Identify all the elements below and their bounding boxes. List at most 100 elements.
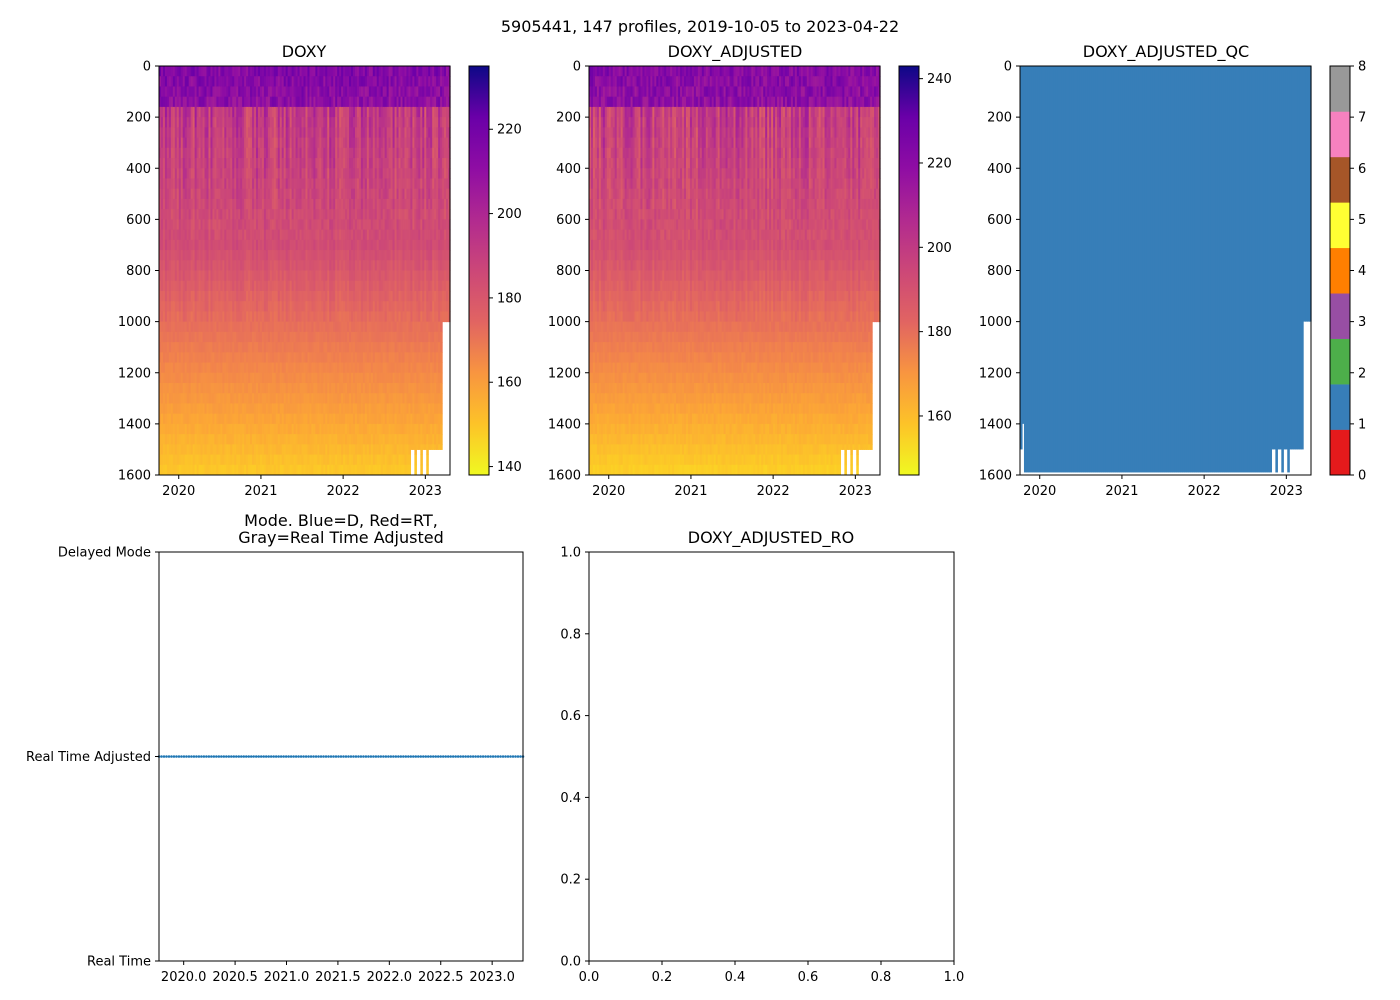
heatmap-cell <box>384 147 388 159</box>
heatmap-cell <box>267 454 271 466</box>
heatmap-cell <box>172 188 176 200</box>
heatmap-cell <box>374 250 378 261</box>
heatmap-cell <box>333 290 336 302</box>
heatmap-cell <box>188 382 192 394</box>
heatmap-cell <box>190 382 194 394</box>
heatmap-cell <box>160 117 164 128</box>
heatmap-cell <box>400 127 404 139</box>
heatmap-cell <box>190 331 194 343</box>
heatmap-cell <box>382 382 386 394</box>
heatmap-cell <box>356 352 360 364</box>
heatmap-cell <box>208 464 212 476</box>
heatmap-cell <box>277 444 281 456</box>
heatmap-cell <box>220 106 223 118</box>
heatmap-cell <box>313 76 316 87</box>
heatmap-cell <box>224 403 227 415</box>
heatmap-cell <box>376 413 380 425</box>
heatmap-cell <box>321 198 324 210</box>
heatmap-cell <box>208 198 212 210</box>
heatmap-cell <box>220 158 223 169</box>
heatmap-cell <box>263 301 267 312</box>
heatmap-cell <box>392 86 396 98</box>
heatmap-cell <box>386 209 390 220</box>
heatmap-cell <box>325 76 328 87</box>
heatmap-cell <box>400 239 404 251</box>
heatmap-cell <box>386 290 390 302</box>
heatmap-cell <box>394 178 398 190</box>
heatmap-cell <box>384 198 388 210</box>
heatmap-cell <box>374 321 378 333</box>
heatmap-cell <box>234 198 237 210</box>
heatmap-cell <box>329 239 332 251</box>
heatmap-cell <box>386 454 390 466</box>
heatmap-cell <box>337 372 340 384</box>
heatmap-cell <box>307 352 311 364</box>
heatmap-cell <box>362 331 366 343</box>
heatmap-cell <box>273 229 277 241</box>
heatmap-cell <box>214 198 218 210</box>
heatmap-cell <box>257 280 261 292</box>
heatmap-cell <box>214 403 218 415</box>
heatmap-cell <box>307 342 311 353</box>
heatmap-cell <box>281 403 285 415</box>
heatmap-cell <box>281 321 285 333</box>
heatmap-cell <box>256 393 259 404</box>
heatmap-cell <box>166 413 170 425</box>
heatmap-cell <box>376 290 380 302</box>
heatmap-cell <box>202 229 206 241</box>
heatmap-cell <box>234 270 237 282</box>
heatmap-cell <box>309 229 313 241</box>
heatmap-cell <box>370 188 374 200</box>
heatmap-cell <box>166 372 170 384</box>
heatmap-cell <box>228 393 231 404</box>
heatmap-cell <box>315 158 318 169</box>
heatmap-cell <box>354 372 358 384</box>
heatmap-cell <box>226 434 229 445</box>
heatmap-cell <box>190 106 194 118</box>
heatmap-cell <box>244 198 247 210</box>
heatmap-cell <box>168 454 172 466</box>
heatmap-cell <box>218 403 221 415</box>
heatmap-cell <box>356 311 360 323</box>
heatmap-cell <box>325 413 328 425</box>
heatmap-cell <box>164 219 168 231</box>
heatmap-cell <box>261 198 265 210</box>
heatmap-cell <box>339 331 342 343</box>
heatmap-cell <box>269 158 273 169</box>
heatmap-cell <box>287 229 291 241</box>
heatmap-cell <box>289 86 293 98</box>
heatmap-cell <box>198 76 202 87</box>
heatmap-cell <box>174 137 178 149</box>
heatmap-cell <box>388 178 392 190</box>
heatmap-cell <box>196 219 200 231</box>
heatmap-cell <box>267 76 271 87</box>
heatmap-cell <box>347 219 350 231</box>
heatmap-cell <box>283 434 287 445</box>
heatmap-cell <box>246 352 249 364</box>
heatmap-cell <box>240 86 243 98</box>
heatmap-cell <box>404 137 408 149</box>
heatmap-cell <box>388 127 392 139</box>
heatmap-cell <box>236 76 239 87</box>
heatmap-cell <box>202 127 206 139</box>
heatmap-cell <box>293 117 297 128</box>
heatmap-cell <box>257 209 261 220</box>
heatmap-cell <box>248 382 251 394</box>
heatmap-cell <box>358 423 362 435</box>
heatmap-cell <box>176 239 180 251</box>
heatmap-cell <box>364 301 368 312</box>
heatmap-cell <box>257 382 261 394</box>
heatmap-cell <box>299 96 303 108</box>
heatmap-cell <box>360 342 364 353</box>
heatmap-cell <box>200 147 204 159</box>
heatmap-cell <box>337 219 340 231</box>
heatmap-cell <box>198 352 202 364</box>
heatmap-cell <box>307 423 311 435</box>
heatmap-cell <box>386 86 390 98</box>
heatmap-cell <box>166 342 170 353</box>
heatmap-cell <box>222 290 225 302</box>
heatmap-cell <box>362 372 366 384</box>
heatmap-cell <box>277 106 281 118</box>
heatmap-cell <box>182 270 186 282</box>
heatmap-cell <box>168 301 172 312</box>
